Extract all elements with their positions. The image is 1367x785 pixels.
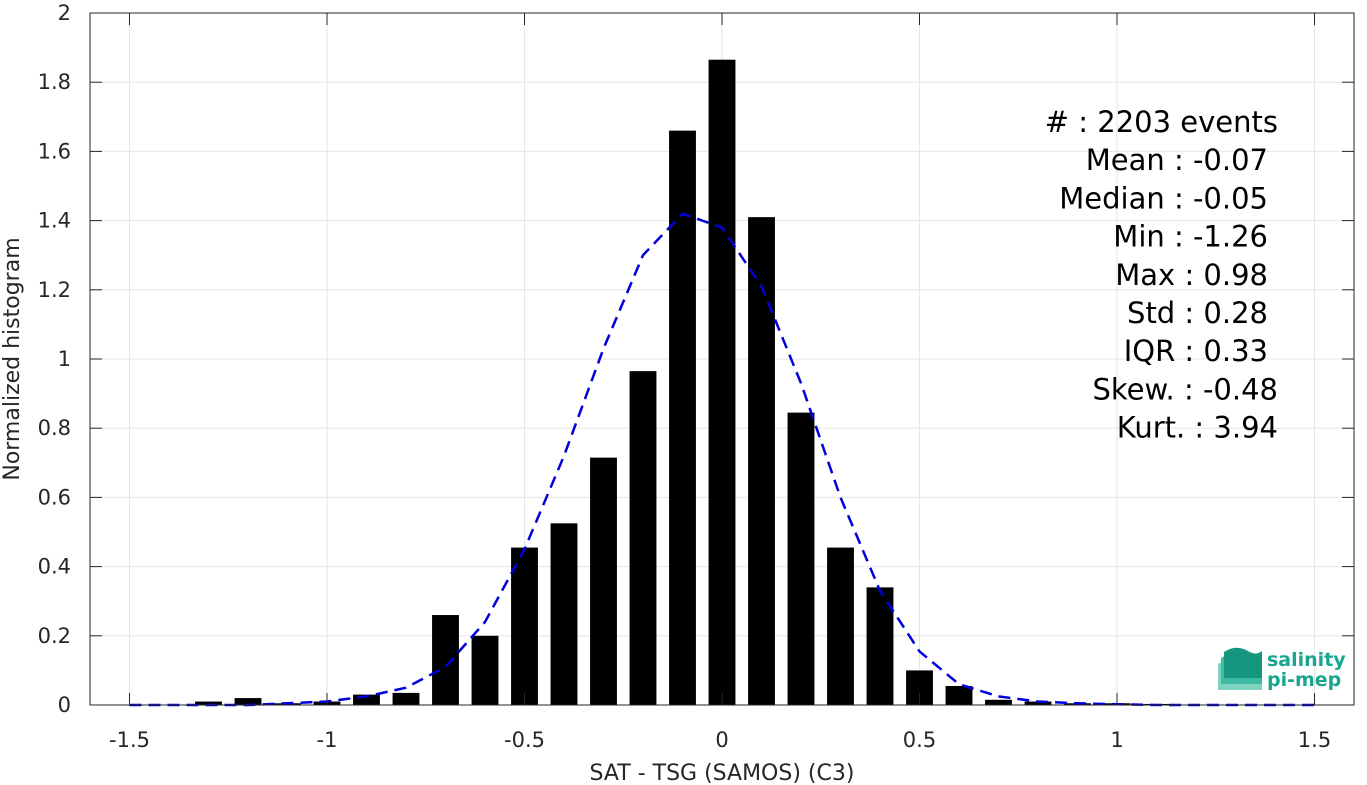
x-tick-label: -1 — [317, 728, 338, 752]
histogram-bar — [550, 523, 578, 705]
y-tick-label: 0.4 — [38, 555, 71, 579]
histogram-bar — [392, 692, 420, 705]
y-tick-label: 1.8 — [38, 70, 71, 94]
histogram-bar — [629, 371, 657, 705]
histogram-bar — [1024, 701, 1052, 705]
histogram-bar — [708, 59, 736, 705]
y-tick-label: 0.8 — [38, 416, 71, 440]
stat-line: Median : -0.05 — [1059, 181, 1268, 215]
histogram-bar — [234, 698, 262, 705]
y-tick-label: 0.6 — [38, 485, 71, 509]
histogram-bar — [827, 547, 854, 705]
histogram-bar — [432, 615, 459, 705]
axis-ticks — [90, 12, 1354, 706]
y-tick-label: 1.4 — [38, 209, 71, 233]
y-tick-label: 1.6 — [38, 139, 71, 163]
histogram-bar — [866, 587, 894, 705]
histogram-bar — [787, 412, 815, 705]
y-tick-label: 1.2 — [38, 278, 71, 302]
x-tick-label: 0 — [715, 728, 728, 752]
statistics-annotation: # : 2203 events Mean : -0.07 Median : -0.0… — [1045, 105, 1278, 445]
logo-text-salinity: salinity — [1267, 649, 1346, 671]
wave-logo-icon — [1218, 647, 1262, 690]
x-tick-label: 0.5 — [903, 728, 936, 752]
stat-line: IQR : 0.33 — [1124, 334, 1268, 368]
histogram-bar — [590, 457, 617, 705]
y-tick-labels: 0 0.2 0.4 0.6 0.8 1 1.2 1.4 1.6 1.8 2 — [38, 1, 71, 717]
histogram-bar — [353, 694, 380, 705]
x-axis-label: SAT - TSG (SAMOS) (C3) — [590, 761, 855, 785]
stat-line: Skew. : -0.48 — [1092, 372, 1278, 406]
stat-line: Mean : -0.07 — [1086, 143, 1268, 177]
y-tick-label: 1 — [58, 347, 71, 371]
y-tick-label: 0.2 — [38, 624, 71, 648]
stat-line: # : 2203 events — [1045, 105, 1278, 139]
stat-line: Min : -1.26 — [1113, 220, 1268, 254]
histogram-bar — [195, 701, 222, 705]
histogram-bar — [471, 635, 499, 705]
histogram-bar — [669, 130, 696, 705]
y-axis-label: Normalized histogram — [0, 237, 25, 480]
stat-line: Kurt. : 3.94 — [1117, 411, 1278, 445]
x-tick-label: 1 — [1110, 728, 1123, 752]
salinity-pi-mep-logo: salinity pi-mep — [1218, 647, 1346, 691]
histogram-bar — [748, 217, 775, 705]
stat-line: Std : 0.28 — [1127, 296, 1268, 330]
histogram-bar — [511, 547, 538, 705]
y-tick-label: 2 — [58, 1, 71, 25]
logo-text-pi-mep: pi-mep — [1267, 669, 1341, 691]
x-tick-label: -1.5 — [109, 728, 150, 752]
histogram-bar — [945, 685, 973, 705]
y-tick-label: 0 — [58, 693, 71, 717]
histogram-bar — [985, 699, 1012, 705]
stat-line: Max : 0.98 — [1115, 258, 1268, 292]
x-tick-label: -0.5 — [504, 728, 545, 752]
x-tick-label: 1.5 — [1298, 728, 1331, 752]
histogram-bars — [195, 59, 1170, 705]
x-tick-labels: -1.5 -1 -0.5 0 0.5 1 1.5 — [109, 728, 1331, 752]
